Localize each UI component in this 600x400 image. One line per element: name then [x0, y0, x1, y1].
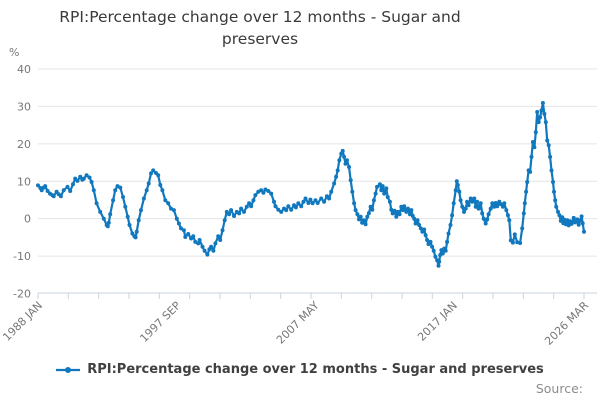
svg-text:10: 10 — [17, 175, 31, 188]
svg-text:-20: -20 — [13, 288, 31, 301]
svg-text:0: 0 — [24, 213, 31, 226]
svg-text:-10: -10 — [13, 250, 31, 263]
legend-label: RPI:Percentage change over 12 months - S… — [87, 362, 544, 377]
svg-text:2017 JAN: 2017 JAN — [415, 299, 460, 344]
chart-title: RPI:Percentage change over 12 months - S… — [59, 8, 461, 49]
svg-text:1997 SEP: 1997 SEP — [137, 299, 183, 345]
source-label: Source: — [535, 381, 583, 396]
legend-line-marker-icon — [56, 366, 81, 373]
legend: RPI:Percentage change over 12 months - S… — [0, 362, 600, 377]
svg-text:2007 MAY: 2007 MAY — [274, 299, 322, 347]
svg-text:2026 MAR: 2026 MAR — [542, 299, 591, 348]
svg-text:1988 JAN: 1988 JAN — [0, 299, 45, 344]
svg-text:30: 30 — [17, 100, 31, 113]
svg-text:40: 40 — [17, 63, 31, 76]
svg-text:%: % — [9, 46, 19, 59]
svg-text:20: 20 — [17, 138, 31, 151]
legend-item[interactable]: RPI:Percentage change over 12 months - S… — [56, 362, 544, 377]
